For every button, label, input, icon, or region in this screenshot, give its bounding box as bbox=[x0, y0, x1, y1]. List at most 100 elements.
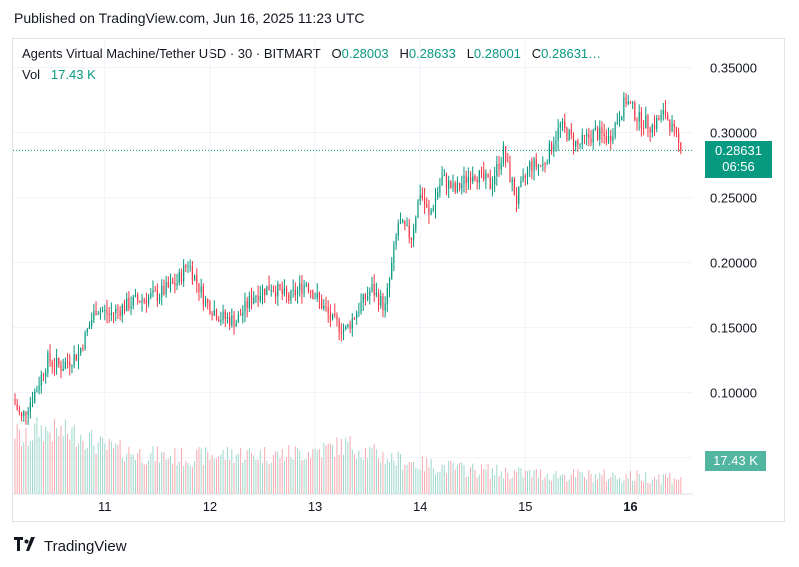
candle-body bbox=[474, 176, 476, 180]
candle-body bbox=[461, 184, 463, 189]
candlestick-chart[interactable]: 0.35000 0.30000 0.25000 0.20000 0.15000 0.100… bbox=[13, 39, 784, 521]
candle-body bbox=[664, 110, 667, 116]
candle-body bbox=[204, 299, 207, 305]
y-tick-label: 0.10000 bbox=[710, 386, 757, 401]
candle bbox=[202, 283, 204, 311]
candle-body bbox=[281, 289, 283, 295]
candle-body bbox=[211, 313, 213, 316]
candle-body bbox=[542, 163, 544, 166]
candle-body bbox=[629, 101, 632, 104]
candle bbox=[209, 299, 211, 315]
volume-bar bbox=[336, 437, 338, 494]
volume-bar bbox=[494, 475, 496, 494]
candle bbox=[601, 121, 603, 144]
candle-body bbox=[373, 283, 375, 296]
candles bbox=[14, 92, 682, 425]
candle-body bbox=[73, 354, 75, 366]
candle bbox=[680, 142, 682, 155]
volume-bar bbox=[124, 461, 126, 494]
candle bbox=[126, 292, 128, 312]
candle bbox=[338, 317, 340, 341]
candle bbox=[148, 293, 150, 308]
volume-bar bbox=[353, 454, 355, 494]
candle bbox=[465, 170, 467, 194]
tradingview-brand[interactable]: TradingView bbox=[14, 537, 127, 555]
volume-bar bbox=[233, 462, 235, 494]
candle bbox=[375, 282, 377, 298]
candle-body bbox=[480, 170, 483, 172]
candle-body bbox=[588, 134, 590, 139]
candle-body bbox=[636, 120, 638, 122]
volume-bar bbox=[224, 459, 226, 494]
volume-bar bbox=[483, 469, 485, 494]
volume-bar bbox=[235, 454, 237, 494]
volume-bar bbox=[56, 427, 58, 494]
candle bbox=[257, 285, 259, 308]
volume-bar bbox=[498, 476, 500, 494]
candle bbox=[77, 344, 80, 370]
volume-bar bbox=[34, 423, 36, 494]
candle-body bbox=[110, 312, 112, 315]
candle-body bbox=[680, 142, 682, 151]
candle-body bbox=[634, 102, 636, 121]
candle-body bbox=[575, 140, 577, 147]
candle bbox=[513, 177, 515, 196]
candle bbox=[614, 121, 616, 140]
candle-body bbox=[391, 262, 393, 279]
candle bbox=[264, 288, 266, 303]
candle bbox=[413, 223, 415, 248]
volume-bar bbox=[577, 469, 579, 494]
volume-bar bbox=[553, 474, 555, 494]
volume-bar bbox=[189, 465, 191, 494]
volume-bar bbox=[167, 458, 169, 494]
candle-body bbox=[207, 299, 209, 303]
volume-bar bbox=[14, 438, 16, 494]
candle bbox=[537, 163, 540, 176]
candle bbox=[152, 280, 154, 298]
volume-bar bbox=[108, 439, 110, 494]
candle bbox=[86, 328, 88, 337]
volume-label: Vol bbox=[22, 67, 41, 82]
candle bbox=[669, 119, 671, 136]
candle-body bbox=[196, 275, 198, 284]
candle bbox=[463, 166, 465, 193]
candle-body bbox=[185, 265, 187, 268]
candle bbox=[640, 106, 642, 137]
candle bbox=[625, 93, 627, 108]
candle bbox=[325, 296, 327, 312]
candle bbox=[307, 282, 310, 294]
volume-bar bbox=[629, 471, 631, 494]
candle-body bbox=[334, 313, 336, 316]
candle bbox=[570, 123, 572, 140]
volume-bar bbox=[389, 462, 391, 494]
candle bbox=[156, 283, 158, 307]
volume-bar bbox=[21, 446, 23, 494]
candle-body bbox=[71, 365, 73, 367]
candle-body bbox=[49, 352, 51, 363]
candle-body bbox=[647, 115, 649, 129]
candle-body bbox=[229, 317, 231, 326]
candle-body bbox=[167, 282, 169, 287]
volume-bar bbox=[307, 451, 309, 494]
volume-bar bbox=[351, 449, 353, 494]
volume-bar bbox=[614, 475, 616, 494]
candle-body bbox=[487, 173, 489, 178]
candle-body bbox=[283, 288, 285, 295]
candle bbox=[42, 372, 45, 382]
candle bbox=[340, 323, 342, 342]
candle-body bbox=[544, 163, 546, 165]
candle-body bbox=[531, 161, 533, 171]
candle-body bbox=[364, 294, 367, 300]
volume-bar bbox=[255, 459, 257, 494]
volume-bar bbox=[421, 455, 423, 494]
candle-body bbox=[163, 285, 165, 295]
volume-bar bbox=[244, 459, 246, 494]
volume-bar bbox=[310, 458, 312, 494]
candle-body bbox=[524, 176, 526, 178]
candle-body bbox=[231, 315, 233, 326]
candle bbox=[502, 141, 505, 167]
candle bbox=[259, 285, 261, 304]
candle bbox=[281, 281, 283, 301]
candle-body bbox=[86, 328, 88, 333]
candle-body bbox=[180, 272, 183, 282]
